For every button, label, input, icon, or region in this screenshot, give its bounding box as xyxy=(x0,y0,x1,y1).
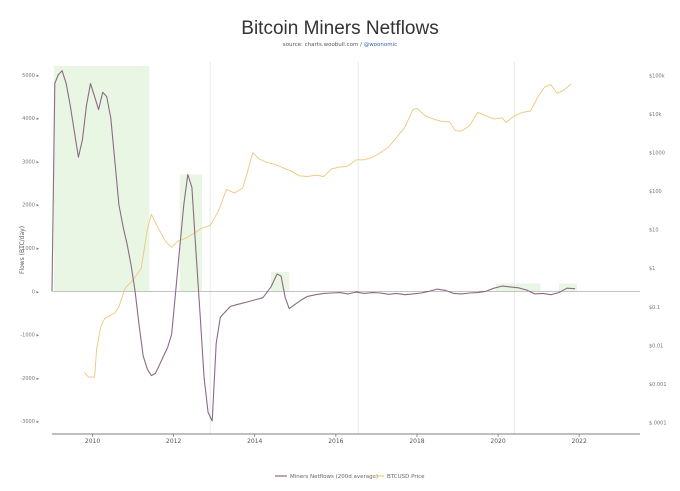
x-tick-label: 2018 xyxy=(409,438,424,445)
left-y-tick-label: 1000 ▸ xyxy=(22,246,39,252)
left-y-tick-label: -2000 ▸ xyxy=(20,376,39,382)
chart-subtitle: source: charts.woobull.com / @woonomic xyxy=(0,42,680,48)
left-y-tick-label: 5000 ▸ xyxy=(22,73,39,79)
x-tick-label: 2020 xyxy=(490,438,505,445)
right-y-tick-label: $0.01 xyxy=(649,343,663,349)
x-tick-label: 2014 xyxy=(247,438,262,445)
miners-netflows-line xyxy=(51,70,576,422)
shaded-region xyxy=(558,283,578,292)
author-handle-link[interactable]: @woonomic xyxy=(363,42,398,48)
legend-label[interactable]: Miners Netflows (200d average) xyxy=(290,474,378,480)
left-y-tick-label: -3000 ▸ xyxy=(20,419,39,425)
right-y-axis-ticks: $100k $10k $1000 $100 $10 $1 $0.1 $0.01 $0.001 $.… xyxy=(649,73,667,426)
x-tick-label: 2016 xyxy=(328,438,343,445)
right-y-tick-label: $1000 xyxy=(649,151,665,157)
x-tick-label: 2010 xyxy=(85,438,100,445)
source-text: source: charts.woobull.com / xyxy=(282,42,364,48)
left-y-tick-label: 2000 ▸ xyxy=(22,203,39,209)
right-y-tick-label: $100k xyxy=(649,73,665,79)
right-y-tick-label: $100 xyxy=(649,189,662,195)
gridlines xyxy=(209,62,515,434)
legend: Miners Netflows (200d average) BTCUSD Pri… xyxy=(275,474,425,480)
right-y-tick-label: $1 xyxy=(649,266,655,272)
right-y-tick-label: $0.001 xyxy=(649,382,667,388)
x-axis-ticks: 2010 2012 2014 2016 2018 2020 2022 xyxy=(85,434,587,445)
left-y-tick-label: 4000 ▸ xyxy=(22,116,39,122)
x-tick-label: 2012 xyxy=(166,438,181,445)
shaded-regions xyxy=(54,66,578,292)
shaded-region xyxy=(179,174,203,292)
x-tick-label: 2022 xyxy=(572,438,587,445)
left-y-tick-label: 3000 ▸ xyxy=(22,159,39,165)
left-y-axis-label: Flows (BTC/day) xyxy=(19,226,26,274)
right-y-tick-label: $10k xyxy=(649,112,662,118)
left-y-tick-label: 0 ▸ xyxy=(32,289,40,295)
chart-title: Bitcoin Miners Netflows xyxy=(241,18,439,39)
right-y-tick-label: $0.1 xyxy=(649,305,660,311)
shaded-region xyxy=(54,66,150,292)
right-y-tick-label: $.0001 xyxy=(649,420,667,426)
legend-label[interactable]: BTCUSD Price xyxy=(387,474,425,480)
series-lines xyxy=(51,70,576,422)
left-y-tick-label: -1000 ▸ xyxy=(20,333,39,339)
btcusd-price-line xyxy=(84,83,572,378)
right-y-tick-label: $10 xyxy=(649,228,659,234)
left-y-axis-ticks: 5000 ▸ 4000 ▸ 3000 ▸ 2000 ▸ 1000 ▸ 0 ▸ -1000 ▸… xyxy=(20,73,39,425)
plot-frame xyxy=(52,290,640,435)
